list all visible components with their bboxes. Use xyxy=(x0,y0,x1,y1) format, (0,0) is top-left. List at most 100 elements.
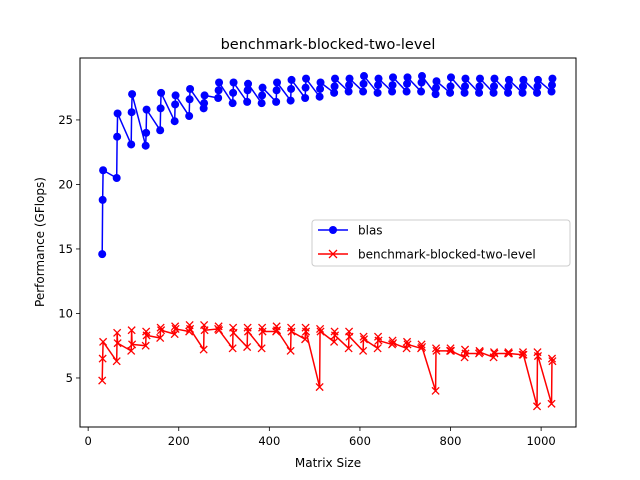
data-point-blas xyxy=(112,173,121,182)
data-point-blas xyxy=(302,74,311,83)
data-point-benchmark xyxy=(532,402,542,411)
data-point-blas xyxy=(374,81,383,90)
data-point-blas xyxy=(113,132,122,141)
y-tick-label: 5 xyxy=(66,371,73,385)
data-point-blas xyxy=(185,95,194,104)
data-point-blas xyxy=(272,97,281,106)
data-point-blas xyxy=(257,99,266,108)
y-axis: 5 10 15 20 25 xyxy=(58,113,80,385)
data-point-benchmark xyxy=(316,324,325,334)
data-point-benchmark xyxy=(301,335,310,344)
legend-label-benchmark: benchmark-blocked-two-level xyxy=(358,248,536,262)
data-point-blas xyxy=(548,74,557,83)
legend-marker-blas xyxy=(329,226,337,234)
legend-marker-benchmark xyxy=(328,249,338,259)
data-point-blas xyxy=(273,78,282,87)
data-point-blas xyxy=(272,86,281,95)
data-point-benchmark xyxy=(330,331,340,340)
data-point-blas xyxy=(547,87,556,96)
data-point-blas xyxy=(402,87,411,96)
data-point-blas xyxy=(330,88,339,97)
y-tick-label: 25 xyxy=(58,113,73,127)
data-point-blas xyxy=(475,82,484,91)
data-point-benchmark xyxy=(112,357,121,366)
data-point-benchmark xyxy=(446,344,455,353)
data-point-blas xyxy=(228,99,237,108)
data-point-blas xyxy=(142,128,151,137)
data-point-benchmark xyxy=(431,344,441,353)
data-point-benchmark xyxy=(127,346,136,355)
data-point-blas xyxy=(504,75,513,84)
x-tick-label: 200 xyxy=(168,434,190,448)
data-point-benchmark xyxy=(446,346,456,355)
data-point-benchmark xyxy=(128,340,137,349)
data-point-benchmark xyxy=(229,328,238,337)
data-point-benchmark xyxy=(388,339,398,348)
data-point-benchmark xyxy=(359,332,368,341)
x-tick-label: 400 xyxy=(258,434,280,448)
data-point-blas xyxy=(170,117,179,126)
data-point-benchmark xyxy=(461,349,470,358)
data-point-benchmark xyxy=(243,327,253,336)
data-point-benchmark xyxy=(243,342,252,352)
data-point-benchmark xyxy=(533,351,543,361)
data-point-blas xyxy=(171,91,180,100)
data-point-blas xyxy=(446,82,455,91)
data-point-blas xyxy=(171,100,180,109)
data-point-blas xyxy=(127,140,136,149)
data-point-blas xyxy=(389,73,397,82)
data-point-blas xyxy=(373,88,382,97)
data-point-benchmark xyxy=(417,340,426,349)
data-point-blas xyxy=(490,74,499,83)
data-point-blas xyxy=(301,83,310,92)
data-point-benchmark xyxy=(548,357,557,366)
data-point-benchmark xyxy=(186,324,195,334)
data-point-blas xyxy=(431,90,440,99)
data-point-blas xyxy=(315,92,324,101)
data-point-blas xyxy=(156,104,165,113)
data-point-blas xyxy=(547,81,556,90)
data-point-benchmark xyxy=(171,324,180,334)
data-point-benchmark xyxy=(142,331,151,340)
data-point-blas xyxy=(287,75,296,84)
data-point-blas xyxy=(186,84,195,93)
data-point-benchmark xyxy=(200,326,209,335)
data-point-benchmark xyxy=(228,344,237,353)
data-point-benchmark xyxy=(388,336,397,345)
data-point-benchmark xyxy=(98,354,107,363)
data-point-blas xyxy=(344,87,353,96)
data-point-blas xyxy=(214,94,223,102)
data-point-benchmark xyxy=(359,346,368,355)
data-point-blas xyxy=(461,74,470,83)
data-point-blas xyxy=(258,91,267,100)
data-point-benchmark xyxy=(286,346,295,355)
data-point-blas xyxy=(345,81,354,90)
y-tick-label: 10 xyxy=(58,307,73,321)
data-point-benchmark xyxy=(547,354,557,363)
legend: blas benchmark-blocked-two-level xyxy=(311,219,571,267)
data-point-blas xyxy=(518,88,527,97)
data-point-blas xyxy=(229,88,238,97)
data-point-benchmark xyxy=(215,326,224,335)
data-point-blas xyxy=(460,88,469,97)
data-point-blas xyxy=(403,73,412,82)
data-point-blas xyxy=(417,78,426,87)
data-point-blas xyxy=(446,88,455,97)
data-point-benchmark xyxy=(344,344,353,353)
data-point-benchmark xyxy=(272,326,282,335)
data-point-blas xyxy=(432,83,441,92)
data-point-blas xyxy=(157,88,166,97)
data-point-blas xyxy=(127,108,136,117)
data-point-blas xyxy=(200,91,209,100)
data-point-benchmark xyxy=(171,322,180,331)
data-point-blas xyxy=(229,78,238,87)
data-point-blas xyxy=(330,82,339,91)
data-point-benchmark xyxy=(315,382,324,392)
data-point-blas xyxy=(200,99,209,108)
data-point-benchmark xyxy=(475,348,485,357)
data-point-benchmark xyxy=(156,323,165,332)
data-point-blas xyxy=(113,109,122,118)
data-point-benchmark xyxy=(301,327,311,336)
data-point-blas xyxy=(287,84,296,93)
data-point-blas xyxy=(214,86,223,95)
